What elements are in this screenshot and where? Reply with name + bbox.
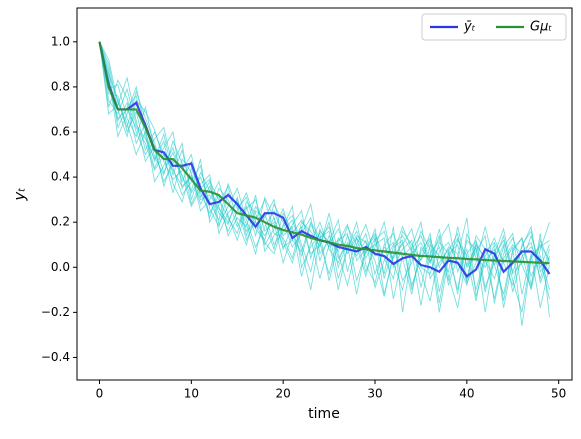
sample-line: [99, 41, 550, 326]
y-tick-label: −0.4: [41, 350, 70, 364]
y-tick-label: 0.6: [51, 125, 70, 139]
y-axis-label: yₜ: [11, 187, 29, 201]
plot-frame: [76, 7, 573, 381]
x-tick-label: 40: [459, 387, 474, 401]
x-tick-label: 30: [367, 387, 382, 401]
legend-label: Gμₜ: [530, 20, 552, 35]
series-line: [98, 41, 550, 265]
sample-line: [99, 41, 550, 313]
x-axis-label: time: [308, 406, 340, 422]
legend-label: ȳₜ: [463, 20, 476, 35]
y-tick-label: 0.2: [51, 215, 70, 229]
x-tick-label: 10: [184, 387, 199, 401]
y-tick-label: 0.0: [51, 260, 70, 274]
x-tick-label: 0: [96, 387, 104, 401]
y-tick-label: 0.8: [51, 79, 70, 93]
legend-box: [421, 13, 567, 41]
y-tick-label: 1.0: [51, 34, 70, 48]
sample-line: [99, 41, 550, 302]
y-tick-label: 0.4: [51, 170, 70, 184]
x-tick-label: 50: [551, 387, 566, 401]
x-tick-label: 20: [276, 387, 291, 401]
sample-line: [99, 41, 550, 299]
y-tick-label: −0.2: [41, 305, 70, 319]
